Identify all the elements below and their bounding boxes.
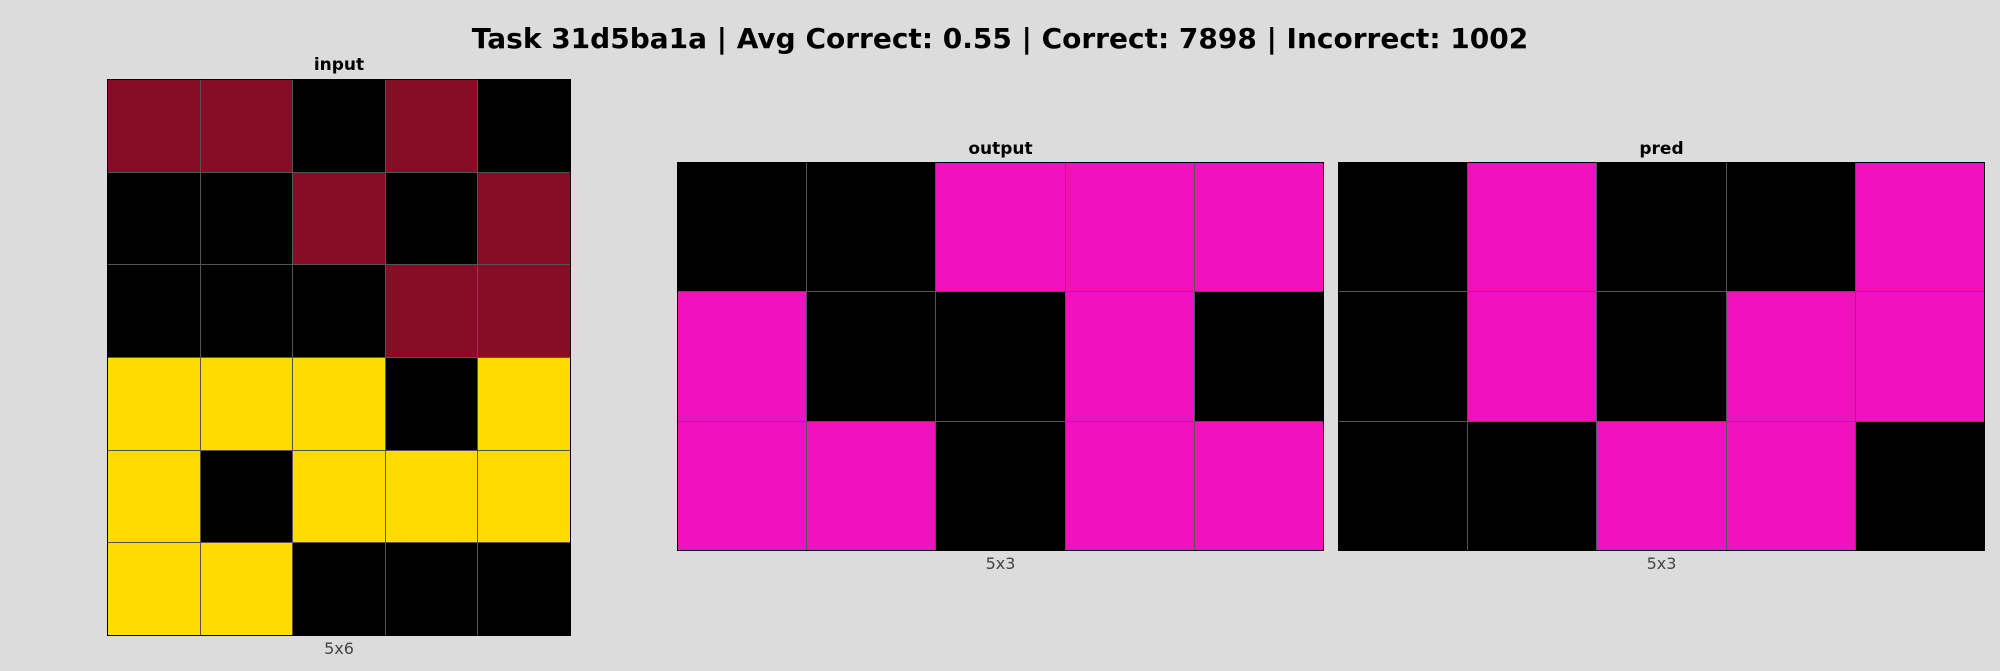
output-cell-r0-c0: [678, 163, 807, 292]
input-cell-r0-c4: [478, 80, 570, 172]
pred-cell-r1-c2: [1597, 292, 1726, 421]
input-cell-r0-c3: [385, 80, 478, 172]
pred-cell-r2-c3: [1726, 421, 1855, 550]
input-cell-r2-c2: [293, 265, 385, 357]
output-cell-r2-c3: [1065, 421, 1194, 550]
input-cell-r2-c3: [385, 265, 478, 357]
input-cell-r5-c2: [293, 543, 385, 635]
input-cell-r1-c4: [478, 172, 570, 265]
input-cell-r3-c0: [108, 357, 200, 450]
input-cell-r3-c3: [385, 357, 478, 450]
input-cell-r5-c1: [200, 543, 293, 635]
pred-dimensions-label: 5x3: [1646, 554, 1677, 573]
output-cell-r0-c1: [807, 163, 936, 292]
pred-cell-r1-c0: [1339, 292, 1468, 421]
input-cell-r1-c3: [385, 172, 478, 265]
input-cell-r2-c4: [478, 265, 570, 357]
pred-cell-r0-c4: [1855, 163, 1984, 292]
output-panel-title: output: [968, 139, 1033, 159]
input-cell-r5-c4: [478, 543, 570, 635]
output-cell-r1-c4: [1194, 292, 1323, 421]
output-cell-r0-c2: [936, 163, 1065, 292]
input-cell-r3-c2: [293, 357, 385, 450]
input-cell-r2-c1: [200, 265, 293, 357]
input-cell-r3-c1: [200, 357, 293, 450]
pred-grid: [1338, 162, 1985, 551]
output-cell-r1-c3: [1065, 292, 1194, 421]
output-cell-r2-c1: [807, 421, 936, 550]
pred-cell-r1-c4: [1855, 292, 1984, 421]
input-cell-r5-c0: [108, 543, 200, 635]
output-cell-r2-c4: [1194, 421, 1323, 550]
pred-cell-r0-c3: [1726, 163, 1855, 292]
output-panel: output 5x3: [677, 136, 1324, 576]
pred-panel-title: pred: [1639, 139, 1684, 159]
input-dimensions-label: 5x6: [324, 639, 354, 658]
output-cell-r2-c0: [678, 421, 807, 550]
output-cell-r1-c2: [936, 292, 1065, 421]
pred-cell-r2-c2: [1597, 421, 1726, 550]
input-panel: input 5x6: [107, 52, 571, 662]
page-title: Task 31d5ba1a | Avg Correct: 0.55 | Corr…: [471, 22, 1529, 55]
input-cell-r0-c0: [108, 80, 200, 172]
input-cell-r3-c4: [478, 357, 570, 450]
input-cell-r1-c2: [293, 172, 385, 265]
output-cell-r1-c1: [807, 292, 936, 421]
pred-cell-r2-c4: [1855, 421, 1984, 550]
output-cell-r0-c3: [1065, 163, 1194, 292]
output-cell-r1-c0: [678, 292, 807, 421]
pred-cell-r0-c0: [1339, 163, 1468, 292]
output-cell-r2-c2: [936, 421, 1065, 550]
pred-cell-r2-c0: [1339, 421, 1468, 550]
input-cell-r4-c2: [293, 450, 385, 543]
pred-cell-r1-c3: [1726, 292, 1855, 421]
input-cell-r5-c3: [385, 543, 478, 635]
pred-cell-r1-c1: [1468, 292, 1597, 421]
input-cell-r2-c0: [108, 265, 200, 357]
input-panel-title: input: [313, 55, 365, 75]
input-cell-r0-c2: [293, 80, 385, 172]
output-dimensions-label: 5x3: [985, 554, 1016, 573]
input-grid: [107, 79, 571, 636]
input-cell-r4-c3: [385, 450, 478, 543]
input-cell-r1-c0: [108, 172, 200, 265]
pred-cell-r2-c1: [1468, 421, 1597, 550]
input-cell-r4-c1: [200, 450, 293, 543]
pred-panel: pred 5x3: [1338, 136, 1985, 576]
input-cell-r4-c0: [108, 450, 200, 543]
input-cell-r0-c1: [200, 80, 293, 172]
pred-cell-r0-c1: [1468, 163, 1597, 292]
pred-cell-r0-c2: [1597, 163, 1726, 292]
input-cell-r1-c1: [200, 172, 293, 265]
input-cell-r4-c4: [478, 450, 570, 543]
output-cell-r0-c4: [1194, 163, 1323, 292]
output-grid: [677, 162, 1324, 551]
